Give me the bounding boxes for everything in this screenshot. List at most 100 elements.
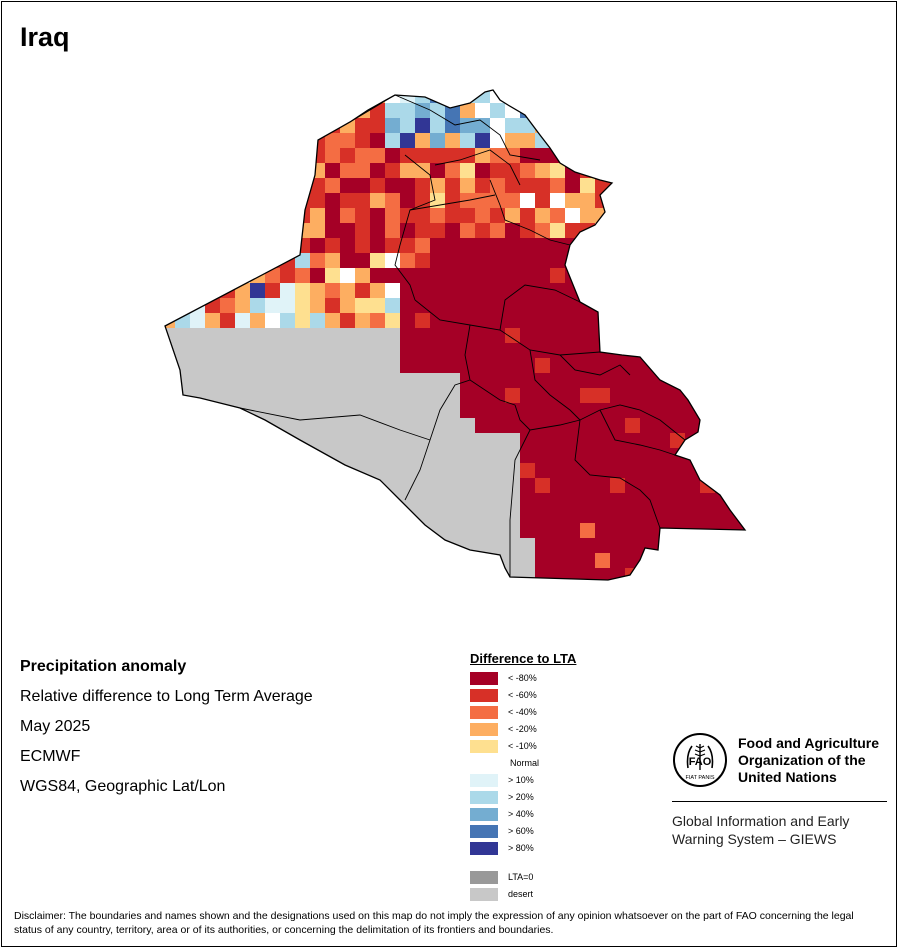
anomaly-cell: [625, 103, 641, 119]
anomaly-cell: [205, 463, 221, 479]
anomaly-cell: [370, 283, 386, 299]
anomaly-cell: [700, 373, 716, 389]
anomaly-cell: [265, 418, 281, 434]
anomaly-cell: [700, 583, 716, 599]
anomaly-cell: [265, 90, 281, 104]
anomaly-cell: [700, 568, 716, 580]
anomaly-cell: [205, 373, 221, 389]
anomaly-cell: [550, 448, 566, 464]
anomaly-cell: [400, 403, 416, 419]
anomaly-cell: [220, 598, 236, 614]
anomaly-cell: [165, 178, 176, 194]
anomaly-cell: [685, 373, 701, 389]
anomaly-cell: [640, 283, 656, 299]
anomaly-cell: [385, 298, 401, 314]
anomaly-cell: [520, 583, 536, 599]
anomaly-cell: [670, 90, 686, 104]
anomaly-cell: [655, 598, 671, 614]
anomaly-cell: [325, 298, 341, 314]
anomaly-cell: [190, 418, 206, 434]
anomaly-cell: [550, 178, 566, 194]
anomaly-cell: [475, 448, 491, 464]
anomaly-cell: [235, 493, 251, 509]
anomaly-cell: [325, 508, 341, 524]
anomaly-cell: [430, 418, 446, 434]
map-description: Relative difference to Long Term Average: [20, 688, 313, 705]
anomaly-cell: [340, 90, 356, 104]
anomaly-cell: [340, 598, 356, 614]
anomaly-cell: [220, 508, 236, 524]
anomaly-cell: [580, 463, 596, 479]
anomaly-cell: [565, 328, 581, 344]
anomaly-cell: [550, 598, 566, 614]
anomaly-cell: [370, 403, 386, 419]
anomaly-cell: [445, 193, 461, 209]
anomaly-cell: [430, 163, 446, 179]
anomaly-cell: [205, 163, 221, 179]
anomaly-cell: [385, 403, 401, 419]
anomaly-cell: [205, 103, 221, 119]
anomaly-cell: [700, 208, 716, 224]
anomaly-cell: [715, 583, 731, 599]
anomaly-cell: [505, 493, 521, 509]
anomaly-cell: [580, 388, 596, 404]
anomaly-cell: [655, 178, 671, 194]
anomaly-cell: [520, 508, 536, 524]
anomaly-cell: [385, 388, 401, 404]
anomaly-cell: [520, 373, 536, 389]
anomaly-cell: [310, 523, 326, 539]
anomaly-cell: [550, 403, 566, 419]
anomaly-cell: [685, 388, 701, 404]
anomaly-cell: [340, 433, 356, 449]
anomaly-cell: [490, 193, 506, 209]
anomaly-cell: [190, 163, 206, 179]
anomaly-cell: [565, 343, 581, 359]
anomaly-cell: [295, 118, 311, 134]
anomaly-cell: [340, 238, 356, 254]
anomaly-cell: [385, 268, 401, 284]
legend-item: > 10%: [470, 772, 650, 789]
anomaly-cell: [640, 388, 656, 404]
anomaly-cell: [370, 118, 386, 134]
anomaly-cell: [475, 343, 491, 359]
anomaly-cell: [565, 133, 581, 149]
anomaly-cell: [370, 148, 386, 164]
anomaly-cell: [340, 388, 356, 404]
anomaly-cell: [250, 358, 266, 374]
anomaly-cell: [235, 553, 251, 569]
anomaly-cell: [415, 133, 431, 149]
anomaly-cell: [460, 298, 476, 314]
anomaly-cell: [460, 418, 476, 434]
anomaly-cell: [715, 373, 731, 389]
anomaly-cell: [580, 238, 596, 254]
anomaly-cell: [340, 253, 356, 269]
anomaly-cell: [385, 328, 401, 344]
anomaly-cell: [550, 568, 566, 580]
anomaly-cell: [385, 118, 401, 134]
anomaly-cell: [700, 463, 716, 479]
anomaly-cell: [655, 253, 671, 269]
anomaly-cell: [655, 343, 671, 359]
anomaly-cell: [370, 538, 386, 554]
anomaly-cell: [460, 358, 476, 374]
anomaly-cell: [235, 478, 251, 494]
anomaly-cell: [235, 238, 251, 254]
anomaly-cell: [490, 268, 506, 284]
anomaly-cell: [385, 433, 401, 449]
anomaly-cell: [165, 298, 176, 314]
anomaly-cell: [535, 238, 551, 254]
anomaly-cell: [250, 583, 266, 599]
anomaly-cell: [310, 598, 326, 614]
anomaly-cell: [370, 328, 386, 344]
anomaly-cell: [400, 238, 416, 254]
anomaly-cell: [400, 193, 416, 209]
anomaly-cell: [385, 478, 401, 494]
anomaly-cell: [400, 343, 416, 359]
anomaly-cell: [550, 133, 566, 149]
anomaly-cell: [655, 163, 671, 179]
anomaly-cell: [415, 253, 431, 269]
anomaly-cell: [220, 298, 236, 314]
anomaly-cell: [505, 448, 521, 464]
anomaly-cell: [535, 268, 551, 284]
anomaly-cell: [520, 388, 536, 404]
